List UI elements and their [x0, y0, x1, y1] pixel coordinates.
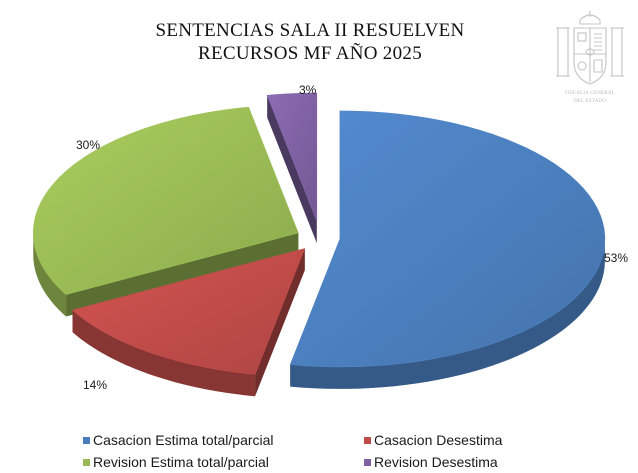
pie-slice-top [71, 248, 306, 375]
pie-slice-wall [255, 248, 305, 397]
legend-swatch [364, 436, 371, 444]
pie-slice-side [33, 232, 67, 317]
legend-item-revision-estima: Revision Estima total/parcial [83, 454, 269, 470]
chart-title-line-2: RECURSOS MF AÑO 2025 [197, 43, 423, 64]
legend-label: Casacion Desestima [374, 432, 503, 448]
pie-slice-casacion-estima [289, 110, 606, 389]
data-label-revision-estima: 30% [76, 138, 101, 152]
watermark-text-1: FISCALIA GENERAL [565, 91, 615, 96]
coat-of-arms-watermark: FISCALIA GENERAL DEL ESTADO [556, 11, 624, 104]
pie-slice-wall [66, 232, 299, 317]
legend-item-casacion-desestima: Casacion Desestima [364, 432, 502, 448]
pie-slices [32, 92, 606, 397]
legend-label: Casacion Estima total/parcial [93, 432, 274, 448]
pie-slice-revision-estima [32, 106, 299, 317]
pie-slice-top [266, 92, 318, 222]
chart-title-line-1: SENTENCIAS SALA II RESUELVEN [155, 20, 465, 41]
data-label-casacion-desestima: 14% [83, 378, 108, 392]
legend-item-revision-desestima: Revision Desestima [364, 454, 498, 470]
legend-swatch [364, 458, 371, 466]
watermark-text-2: DEL ESTADO [574, 99, 606, 104]
data-label-revision-desestima: 3% [299, 83, 317, 97]
legend-label: Revision Estima total/parcial [93, 454, 269, 470]
pie-slice-side [72, 310, 256, 397]
pie-slice-casacion-desestima [71, 248, 306, 397]
legend-item-casacion-estima: Casacion Estima total/parcial [83, 432, 274, 448]
pie-slice-top [289, 110, 606, 368]
pie-slice-revision-desestima [266, 92, 318, 244]
legend-swatch [83, 458, 90, 466]
pie-slice-top [32, 106, 299, 295]
pie-slice-wall [267, 95, 317, 244]
legend-swatch [83, 436, 90, 444]
data-label-casacion-estima: 53% [604, 251, 629, 265]
pie-slice-side [290, 238, 605, 389]
legend-label: Revision Desestima [374, 454, 498, 470]
